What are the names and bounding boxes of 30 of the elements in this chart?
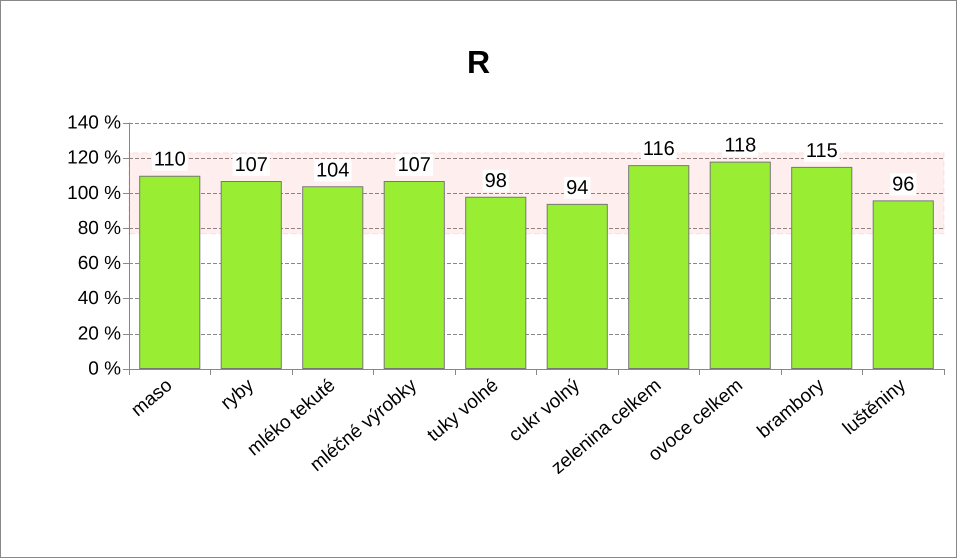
bar [546,204,608,369]
data-label: 104 [316,159,350,182]
data-label: 118 [724,134,756,157]
bar [465,196,526,369]
data-label: 107 [234,154,268,176]
bar [628,165,690,369]
bar [710,162,771,369]
y-tick-label: 80 % [78,218,122,239]
chart-title: R [466,44,490,80]
data-label: 110 [154,148,186,171]
y-tick-label: 120 % [67,148,122,169]
bar [139,176,200,369]
data-label: 96 [892,173,914,196]
y-tick-label: 40 % [78,288,122,310]
data-label: 94 [566,176,588,199]
bar [302,186,364,369]
bar [872,200,934,369]
y-tick-label: 100 % [67,182,122,204]
y-tick-label: 60 % [78,253,122,274]
y-tick-label: 0 % [88,358,122,380]
data-label: 115 [806,140,838,162]
bar [791,166,852,369]
y-tick-label: 140 % [67,112,122,134]
data-label: 98 [484,170,507,192]
bar [220,180,282,369]
x-tick-label: ryby [217,374,258,414]
y-tick-label: 20 % [78,323,122,344]
data-label: 116 [642,138,675,160]
bar [384,180,445,369]
data-label: 107 [398,154,431,176]
